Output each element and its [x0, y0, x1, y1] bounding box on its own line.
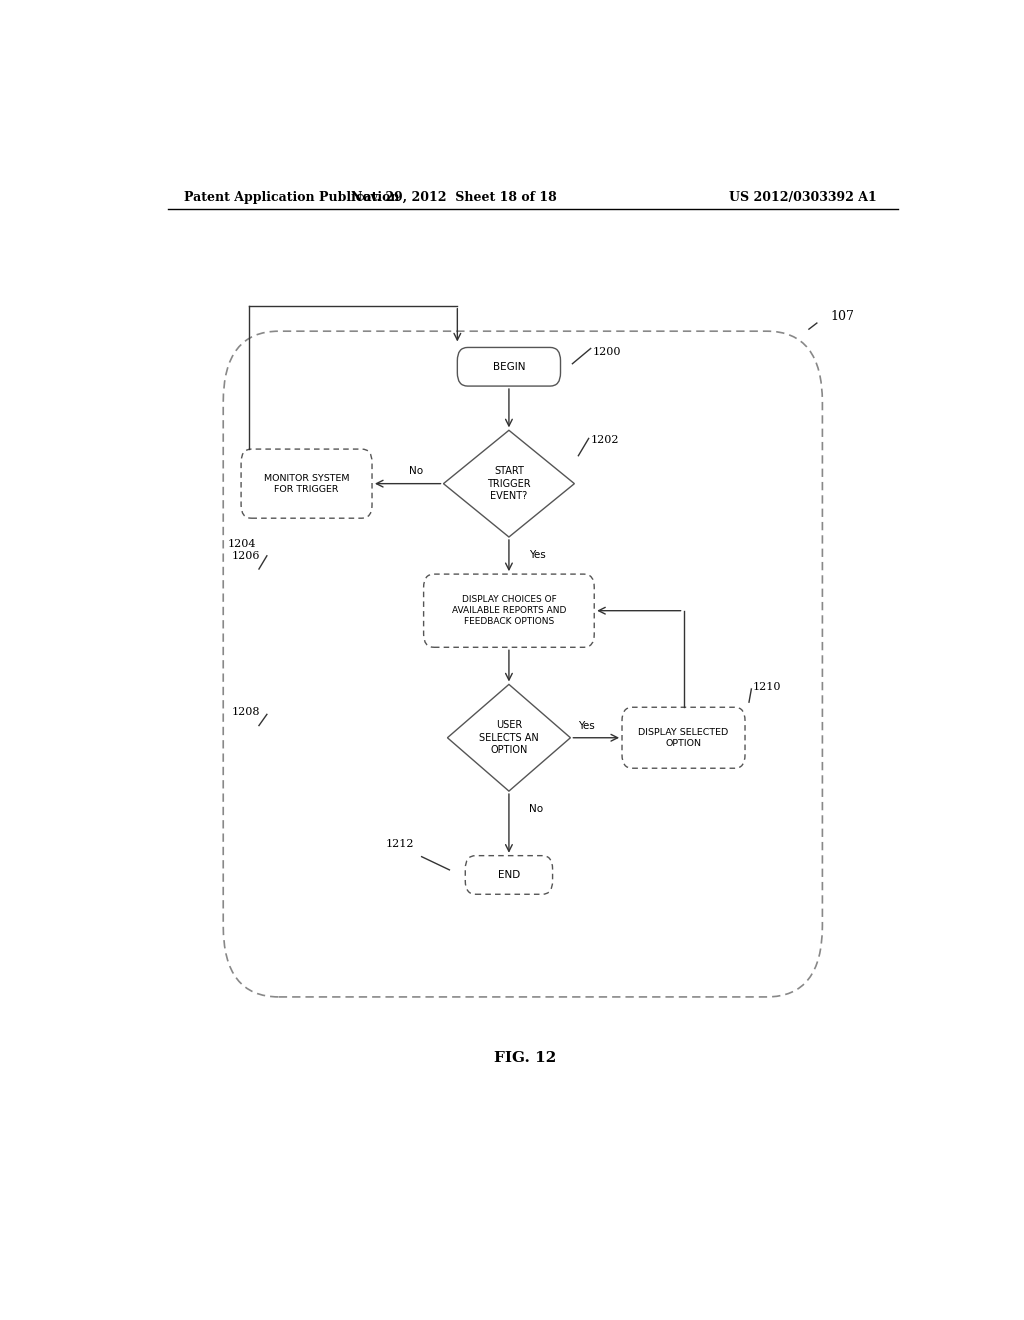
FancyBboxPatch shape	[465, 855, 553, 894]
Text: DISPLAY SELECTED
OPTION: DISPLAY SELECTED OPTION	[638, 727, 729, 748]
Text: No: No	[528, 804, 543, 814]
FancyBboxPatch shape	[458, 347, 560, 385]
FancyBboxPatch shape	[424, 574, 594, 647]
FancyBboxPatch shape	[241, 449, 372, 519]
Text: 1202: 1202	[590, 436, 618, 445]
Text: 1206: 1206	[231, 550, 260, 561]
Polygon shape	[447, 684, 570, 791]
Text: 1204: 1204	[227, 539, 256, 549]
Text: FIG. 12: FIG. 12	[494, 1051, 556, 1065]
Text: 1200: 1200	[592, 347, 621, 356]
Text: 1212: 1212	[386, 840, 415, 850]
Polygon shape	[443, 430, 574, 537]
Text: USER
SELECTS AN
OPTION: USER SELECTS AN OPTION	[479, 721, 539, 755]
Text: US 2012/0303392 A1: US 2012/0303392 A1	[729, 190, 877, 203]
Text: Yes: Yes	[528, 550, 546, 560]
FancyBboxPatch shape	[223, 331, 822, 997]
Text: Patent Application Publication: Patent Application Publication	[183, 190, 399, 203]
Text: No: No	[410, 466, 424, 477]
Text: DISPLAY CHOICES OF
AVAILABLE REPORTS AND
FEEDBACK OPTIONS: DISPLAY CHOICES OF AVAILABLE REPORTS AND…	[452, 595, 566, 626]
Text: END: END	[498, 870, 520, 880]
Text: Nov. 29, 2012  Sheet 18 of 18: Nov. 29, 2012 Sheet 18 of 18	[350, 190, 556, 203]
Text: 1208: 1208	[231, 708, 260, 717]
Text: Yes: Yes	[579, 721, 595, 730]
Text: 1210: 1210	[753, 682, 781, 692]
Text: START
TRIGGER
EVENT?: START TRIGGER EVENT?	[487, 466, 530, 502]
FancyBboxPatch shape	[622, 708, 745, 768]
Text: 107: 107	[830, 310, 854, 323]
Text: MONITOR SYSTEM
FOR TRIGGER: MONITOR SYSTEM FOR TRIGGER	[264, 474, 349, 494]
Text: BEGIN: BEGIN	[493, 362, 525, 372]
